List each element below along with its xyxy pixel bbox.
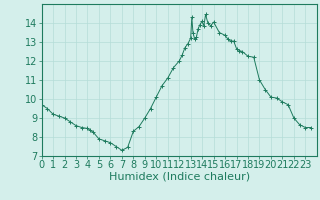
X-axis label: Humidex (Indice chaleur): Humidex (Indice chaleur) <box>108 172 250 182</box>
